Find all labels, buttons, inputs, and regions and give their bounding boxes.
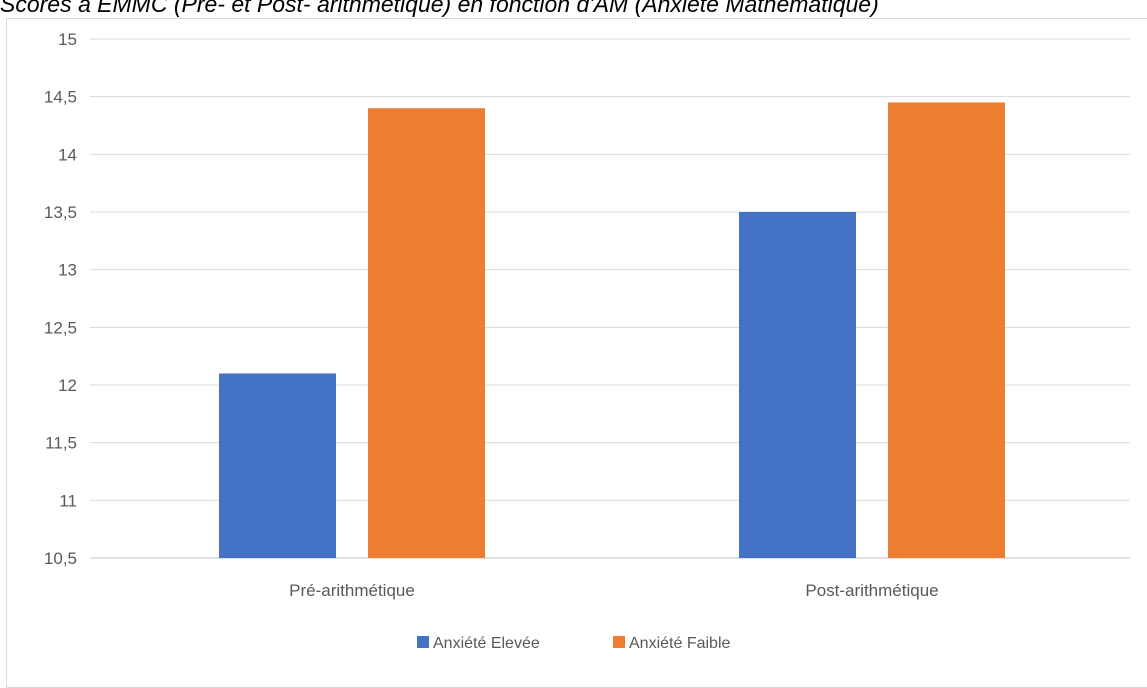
y-tick-label: 10,5 <box>44 549 77 568</box>
x-category-label: Post-arithmétique <box>805 581 938 600</box>
y-tick-label: 11,5 <box>45 434 77 453</box>
y-tick-label: 14,5 <box>44 88 77 107</box>
bar-anxiete-elevee <box>739 212 856 558</box>
bar-anxiete-faible <box>888 102 1005 558</box>
y-tick-label: 12,5 <box>44 318 77 337</box>
bar-anxiete-faible <box>368 108 485 558</box>
bars <box>219 102 1005 558</box>
bar-anxiete-elevee <box>219 373 336 558</box>
y-tick-label: 12 <box>58 376 77 395</box>
legend-swatch <box>613 636 625 648</box>
x-category-label: Pré-arithmétique <box>289 581 415 600</box>
x-axis-categories: Pré-arithmétique Post-arithmétique <box>289 581 938 600</box>
y-axis-ticks: 10,5 11 11,5 12 12,5 13 13,5 14 14,5 15 <box>44 30 77 568</box>
y-tick-label: 13 <box>58 261 77 280</box>
y-tick-label: 11 <box>59 491 77 510</box>
legend-label: Anxiété Faible <box>629 635 730 652</box>
chart-title: Scores à EMMC (Pré- et Post- arithmétiqu… <box>0 0 879 17</box>
legend-swatch <box>417 636 429 648</box>
legend-label: Anxiété Elevée <box>433 635 540 652</box>
y-tick-label: 14 <box>58 145 77 164</box>
y-tick-label: 15 <box>58 30 77 49</box>
legend: Anxiété Elevée Anxiété Faible <box>417 635 730 652</box>
y-tick-label: 13,5 <box>44 203 77 222</box>
